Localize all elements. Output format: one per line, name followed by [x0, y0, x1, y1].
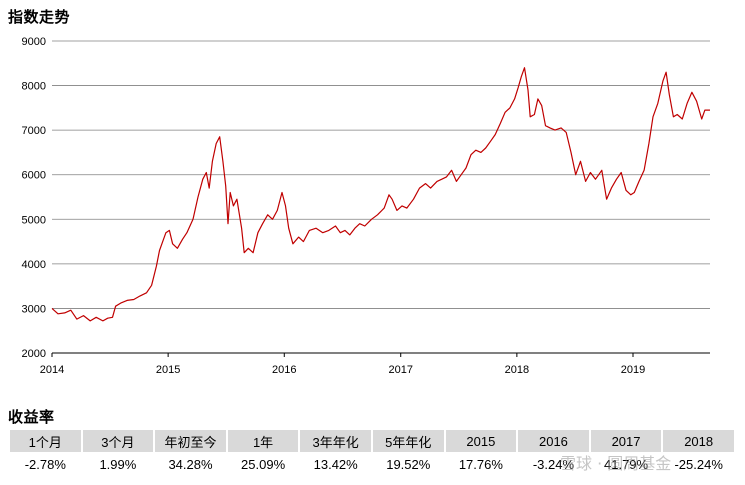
y-axis-tick-labels: 2000 3000 4000 5000 6000 7000 8000 9000 [22, 36, 46, 360]
x-tick-label: 2015 [156, 364, 180, 376]
returns-table: 1个月 3个月 年初至今 1年 3年年化 5年年化 2015 2016 2017… [8, 430, 736, 476]
y-tick-label: 6000 [22, 170, 46, 182]
returns-header-2018: 2018 [661, 430, 736, 452]
x-tick-label: 2019 [621, 364, 645, 376]
returns-header-3y: 3年年化 [298, 430, 373, 452]
returns-header-2015: 2015 [443, 430, 519, 452]
returns-value-5y: 19.52% [386, 456, 431, 472]
returns-header-5y: 5年年化 [370, 430, 446, 452]
x-tick-label: 2018 [505, 364, 529, 376]
returns-value-2018: -25.24% [674, 456, 723, 472]
x-tick-label: 2014 [40, 364, 64, 376]
y-tick-label: 5000 [22, 214, 46, 226]
returns-value-2015: 17.76% [458, 456, 503, 472]
y-tick-label: 4000 [22, 259, 46, 271]
returns-header-1y: 1年 [225, 430, 301, 452]
series-line-index [51, 67, 710, 322]
gridlines [52, 40, 710, 354]
returns-header-row: 1个月 3个月 年初至今 1年 3年年化 5年年化 2015 2016 2017… [8, 430, 736, 452]
returns-title: 收益率 [8, 408, 55, 426]
returns-header-3m: 3个月 [80, 430, 156, 452]
watermark: 雪球 · 圆周基金 [560, 454, 672, 473]
returns-value-row: -2.78% 1.99% 34.28% 25.09% 13.42% 19.52%… [9, 452, 735, 476]
returns-value-1y: 25.09% [241, 456, 286, 472]
x-tick-label: 2016 [272, 364, 296, 376]
returns-value-ytd: 34.28% [168, 456, 213, 472]
returns-value-3y: 13.42% [313, 456, 358, 472]
x-axis-tick-labels: 2014 2015 2016 2017 2018 2019 [40, 353, 645, 376]
returns-value-2016: -3.24% [532, 456, 575, 472]
returns-header-1m: 1个月 [8, 430, 83, 452]
chart-title: 指数走势 [8, 8, 71, 26]
returns-value-2017: 41.79% [604, 456, 649, 472]
y-tick-label: 9000 [22, 36, 46, 48]
returns-value-1m: -2.78% [24, 456, 66, 472]
returns-header-2016: 2016 [516, 430, 591, 452]
x-tick-label: 2017 [388, 364, 412, 376]
y-tick-label: 3000 [22, 303, 46, 315]
y-tick-label: 8000 [22, 81, 46, 93]
y-tick-label: 2000 [22, 348, 46, 360]
returns-header-2017: 2017 [588, 430, 664, 452]
returns-value-3m: 1.99% [99, 456, 137, 472]
returns-header-ytd: 年初至今 [153, 430, 228, 452]
y-tick-label: 7000 [22, 125, 46, 137]
